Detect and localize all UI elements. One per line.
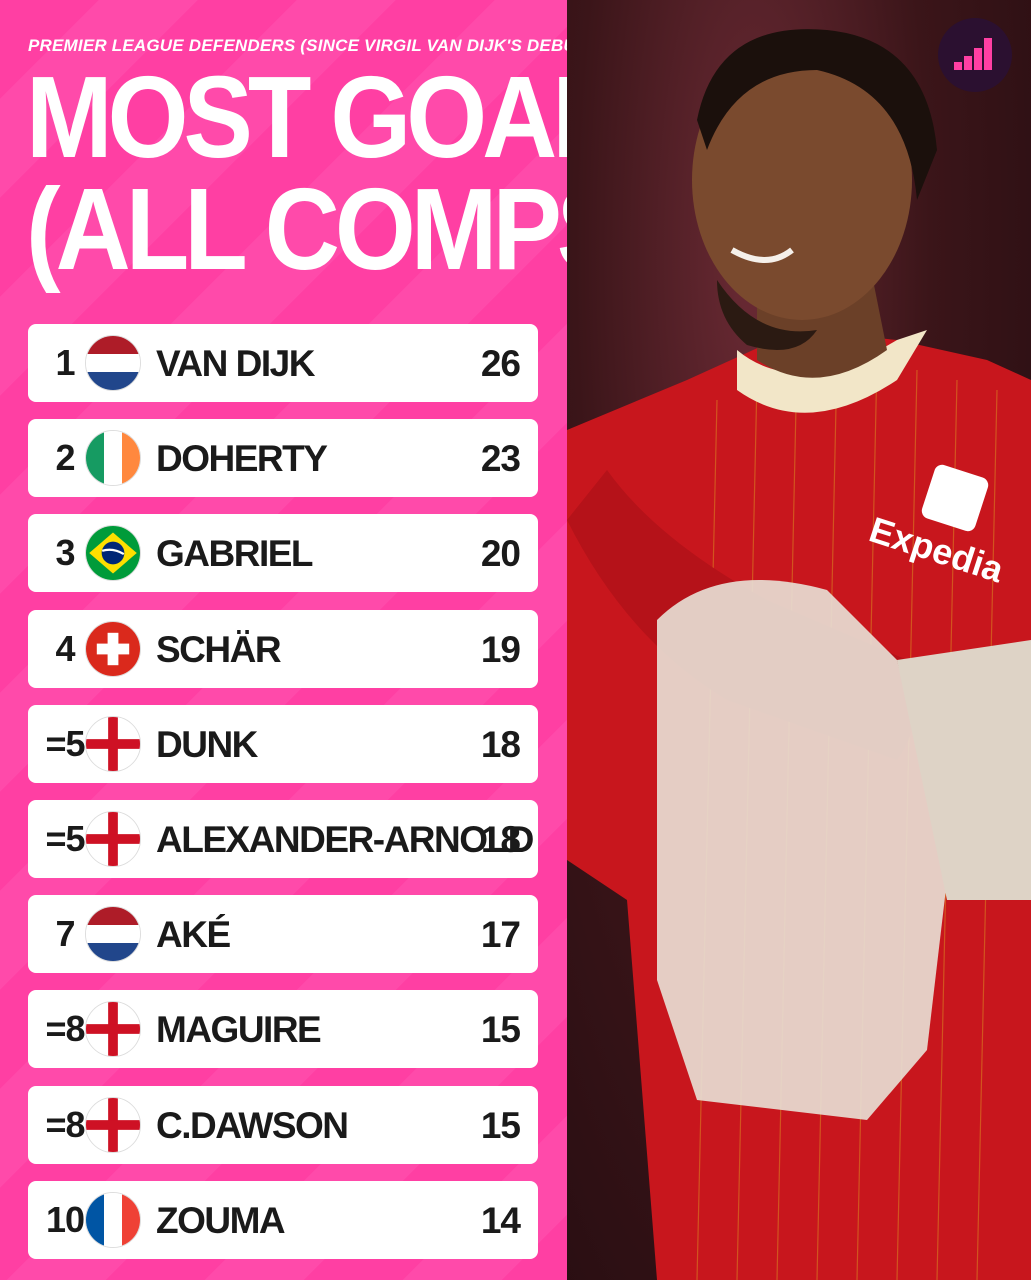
ranking-row: 2 DOHERTY 23 <box>28 419 538 498</box>
player-name: ALEXANDER-ARNOLD <box>156 818 534 860</box>
player-photo: Expedia <box>567 0 1031 1280</box>
page-title: MOST GOALS (ALL COMPS) <box>26 53 680 295</box>
brand-logo-icon <box>938 18 1012 92</box>
ranking-row: =8 MAGUIRE 15 <box>28 990 538 1069</box>
england-flag-icon <box>85 1096 141 1153</box>
ranking-row: =8 C.DAWSON 15 <box>28 1085 538 1164</box>
ranking-row: =5 ALEXANDER-ARNOLD 18 <box>28 799 538 878</box>
title-line-2: (ALL COMPS) <box>26 165 656 295</box>
goals-count: 19 <box>480 628 521 670</box>
england-flag-icon <box>85 715 141 772</box>
goals-count: 17 <box>480 914 521 956</box>
player-name: C.DAWSON <box>156 1104 349 1146</box>
ranking-row: 3 GABRIEL 20 <box>28 514 538 593</box>
rank-label: 3 <box>55 532 75 574</box>
england-flag-icon <box>85 810 141 867</box>
player-name: MAGUIRE <box>156 1009 322 1051</box>
ranking-row: 4 SCHÄR 19 <box>28 609 538 688</box>
ranking-row: 7 AKÉ 17 <box>28 895 538 974</box>
player-name: AKÉ <box>156 914 231 956</box>
title-line-1: MOST GOALS <box>26 53 680 183</box>
rank-label: =5 <box>45 817 85 859</box>
switzerland-flag-icon <box>85 620 141 677</box>
goals-count: 15 <box>480 1009 521 1051</box>
ranking-row: =5 DUNK 18 <box>28 704 538 783</box>
player-name: GABRIEL <box>156 533 314 575</box>
ireland-flag-icon <box>85 430 141 487</box>
netherlands-flag-icon <box>85 906 141 963</box>
goals-count: 26 <box>480 343 521 384</box>
rank-label: =5 <box>45 722 85 764</box>
rank-label: 1 <box>55 342 75 383</box>
rank-label: =8 <box>45 1103 85 1145</box>
goals-count: 23 <box>480 438 521 480</box>
goals-count: 14 <box>480 1199 521 1241</box>
subtitle: PREMIER LEAGUE DEFENDERS (SINCE VIRGIL V… <box>28 36 593 55</box>
ranking-row: 1 VAN DIJK 26 <box>28 324 538 402</box>
player-name: VAN DIJK <box>156 343 315 384</box>
rank-label: 10 <box>45 1198 85 1240</box>
player-name: DOHERTY <box>156 438 328 480</box>
rank-label: =8 <box>45 1008 85 1050</box>
rank-label: 2 <box>55 437 75 479</box>
goals-count: 18 <box>480 818 521 860</box>
player-name: SCHÄR <box>156 628 282 670</box>
stats-panel: PREMIER LEAGUE DEFENDERS (SINCE VIRGIL V… <box>0 0 680 1280</box>
ranking-list: 1 VAN DIJK 26 2 DOHERTY 23 3 GABRIEL 20 4 SCHÄR 19 =… <box>28 324 538 1276</box>
player-name: DUNK <box>156 723 258 765</box>
rank-label: 7 <box>55 913 75 955</box>
rank-label: 4 <box>55 627 75 669</box>
england-flag-icon <box>85 1001 141 1058</box>
ranking-row: 10 ZOUMA 14 <box>28 1180 538 1259</box>
brazil-flag-icon <box>85 525 141 582</box>
goals-count: 15 <box>480 1104 521 1146</box>
france-flag-icon <box>85 1191 141 1248</box>
goals-count: 20 <box>480 533 521 575</box>
netherlands-flag-icon <box>85 335 141 391</box>
player-illustration: Expedia <box>567 29 1031 1280</box>
goals-count: 18 <box>480 723 521 765</box>
player-name: ZOUMA <box>156 1199 286 1241</box>
